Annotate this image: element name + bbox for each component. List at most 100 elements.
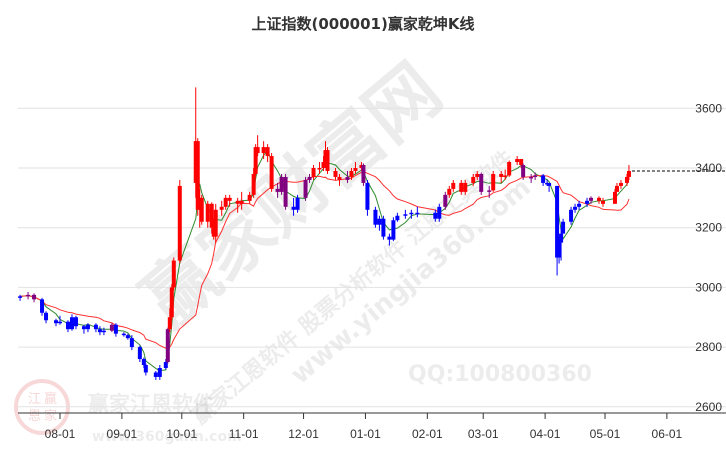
candle-body (40, 299, 45, 313)
candle-body (589, 197, 594, 201)
candle (365, 179, 370, 216)
candle-body (487, 190, 492, 192)
y-tick-label: 3600 (695, 101, 722, 115)
candle (291, 197, 296, 216)
candle-body (451, 182, 456, 189)
candle (491, 170, 496, 192)
candle (415, 206, 420, 218)
candle-body (311, 168, 316, 177)
candle-body (471, 176, 476, 183)
candle (353, 162, 358, 174)
x-tick-label: 03-01 (468, 427, 499, 441)
candle-body (113, 324, 118, 334)
candle (573, 203, 578, 213)
candle-body (275, 188, 280, 192)
candle-body (85, 324, 90, 330)
candle (58, 315, 62, 325)
candle (547, 182, 552, 192)
candle-body (601, 200, 606, 204)
candle-body (559, 233, 564, 243)
candle-body (555, 185, 560, 258)
candle (44, 311, 49, 324)
candle (307, 173, 312, 183)
candle-body (541, 175, 546, 183)
candle-body (219, 206, 224, 210)
candle (69, 314, 74, 331)
y-tick-label: 3400 (695, 161, 722, 175)
candle (521, 163, 526, 180)
candle-body (547, 182, 552, 186)
candle (589, 196, 594, 204)
candle (515, 156, 520, 166)
candle-body (479, 173, 484, 192)
y-tick-label: 2600 (695, 400, 722, 414)
candle-body (44, 312, 49, 321)
candle (113, 323, 118, 337)
candle-body (261, 147, 266, 154)
candle-body (321, 162, 326, 168)
candle-body (626, 170, 631, 177)
candle-body (377, 218, 382, 225)
candle-body (533, 175, 538, 177)
candle (507, 160, 512, 177)
candle-body (529, 176, 534, 179)
candle-body (612, 191, 617, 204)
candle-body (349, 170, 354, 177)
candle (618, 179, 623, 189)
candle-body (255, 147, 260, 154)
candle-body (177, 185, 182, 261)
candle (275, 182, 280, 198)
candle-body (283, 176, 288, 207)
candle (311, 165, 316, 180)
candle-body (597, 197, 602, 201)
candle (109, 323, 114, 333)
candle (101, 327, 106, 336)
candle-body (507, 162, 512, 176)
candle-body (557, 242, 562, 258)
candle (213, 203, 218, 243)
candle (503, 169, 508, 180)
candle (373, 206, 378, 228)
candle (295, 194, 300, 213)
candle (475, 170, 480, 180)
candle-body (365, 182, 370, 210)
candle (121, 332, 126, 337)
chart-title: 上证指数(000001)赢家乾坤K线 (252, 15, 475, 33)
candle (125, 333, 130, 340)
candle (18, 294, 23, 301)
candle-body (403, 214, 408, 216)
candle-body (475, 173, 480, 177)
candle (447, 185, 452, 198)
watermark-qq: QQ:100800360 (408, 362, 592, 387)
candle (459, 179, 464, 195)
candle (361, 163, 366, 186)
candle (626, 165, 631, 180)
ma-long-line (20, 170, 630, 349)
candle (443, 191, 448, 210)
candle (129, 335, 134, 351)
candle-body (573, 206, 578, 210)
candle (333, 168, 338, 180)
candle (93, 323, 98, 333)
x-tick-label: 02-01 (412, 427, 443, 441)
candle (463, 179, 468, 195)
candle (40, 297, 45, 316)
candle-body (577, 203, 582, 207)
candle-body (569, 209, 574, 222)
candle (499, 170, 504, 183)
candle-body (81, 326, 86, 330)
candle-body (18, 296, 23, 298)
candle (317, 162, 322, 174)
seal-char: 家 (44, 408, 57, 424)
candle-body (325, 150, 330, 171)
candle-body (213, 209, 218, 237)
candle (487, 185, 492, 198)
candle (265, 144, 270, 163)
candle-body (618, 182, 623, 186)
y-tick-label: 2800 (695, 340, 722, 354)
candle (223, 194, 228, 210)
candle-body (223, 197, 228, 207)
candle (387, 233, 392, 246)
candle-body (227, 197, 232, 201)
